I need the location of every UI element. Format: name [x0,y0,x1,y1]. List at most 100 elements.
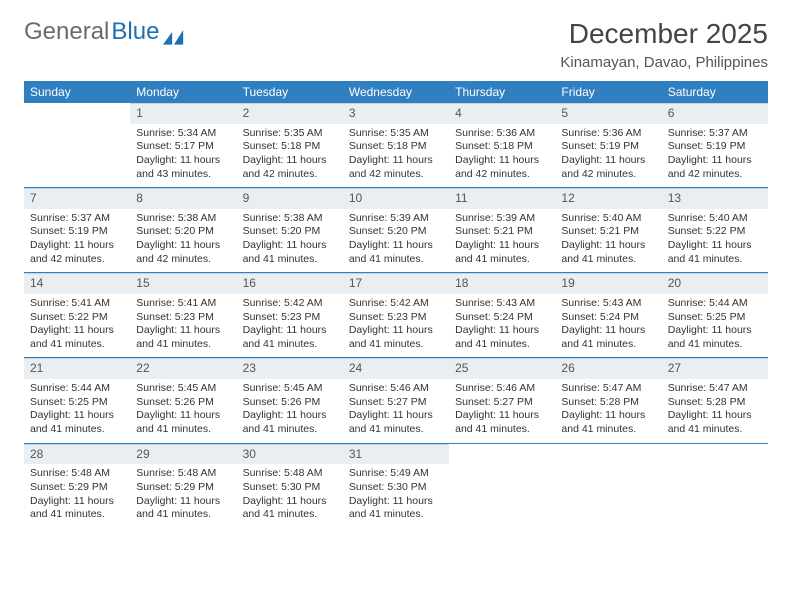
weekday-header: Tuesday [237,81,343,103]
sunset-line: Sunset: 5:18 PM [455,140,549,154]
sunrise-line: Sunrise: 5:43 AM [455,297,549,311]
day-number: 14 [24,273,130,294]
calendar-row: 7Sunrise: 5:37 AMSunset: 5:19 PMDaylight… [24,188,768,273]
calendar-cell: 25Sunrise: 5:46 AMSunset: 5:27 PMDayligh… [449,358,555,443]
day-body: Sunrise: 5:40 AMSunset: 5:22 PMDaylight:… [662,209,768,273]
daylight-line: Daylight: 11 hours and 42 minutes. [136,239,230,266]
sunset-line: Sunset: 5:23 PM [349,311,443,325]
sunset-line: Sunset: 5:28 PM [668,396,762,410]
day-body: Sunrise: 5:37 AMSunset: 5:19 PMDaylight:… [662,124,768,188]
day-number: 24 [343,358,449,379]
sunset-line: Sunset: 5:23 PM [243,311,337,325]
day-number: 13 [662,188,768,209]
day-number: 16 [237,273,343,294]
logo: GeneralBlue [24,18,185,46]
day-number: 9 [237,188,343,209]
sunrise-line: Sunrise: 5:48 AM [243,467,337,481]
daylight-line: Daylight: 11 hours and 43 minutes. [136,154,230,181]
weekday-header: Wednesday [343,81,449,103]
calendar-cell: .. [662,443,768,528]
day-number: 1 [130,103,236,124]
weekday-header: Thursday [449,81,555,103]
calendar-cell: 31Sunrise: 5:49 AMSunset: 5:30 PMDayligh… [343,443,449,528]
sunrise-line: Sunrise: 5:48 AM [30,467,124,481]
calendar-cell: 3Sunrise: 5:35 AMSunset: 5:18 PMDaylight… [343,103,449,188]
day-number: 18 [449,273,555,294]
calendar-row: 14Sunrise: 5:41 AMSunset: 5:22 PMDayligh… [24,273,768,358]
day-number: 4 [449,103,555,124]
daylight-line: Daylight: 11 hours and 42 minutes. [30,239,124,266]
daylight-line: Daylight: 11 hours and 41 minutes. [243,409,337,436]
day-number: 22 [130,358,236,379]
day-body: Sunrise: 5:43 AMSunset: 5:24 PMDaylight:… [449,294,555,358]
sunset-line: Sunset: 5:21 PM [561,225,655,239]
sunset-line: Sunset: 5:24 PM [455,311,549,325]
day-body: Sunrise: 5:47 AMSunset: 5:28 PMDaylight:… [662,379,768,443]
day-body: Sunrise: 5:42 AMSunset: 5:23 PMDaylight:… [343,294,449,358]
daylight-line: Daylight: 11 hours and 41 minutes. [136,324,230,351]
calendar-cell: 20Sunrise: 5:44 AMSunset: 5:25 PMDayligh… [662,273,768,358]
sunrise-line: Sunrise: 5:37 AM [30,212,124,226]
location: Kinamayan, Davao, Philippines [560,54,768,71]
sunset-line: Sunset: 5:28 PM [561,396,655,410]
sunrise-line: Sunrise: 5:38 AM [136,212,230,226]
weekday-header: Saturday [662,81,768,103]
day-body: Sunrise: 5:43 AMSunset: 5:24 PMDaylight:… [555,294,661,358]
calendar-cell: 24Sunrise: 5:46 AMSunset: 5:27 PMDayligh… [343,358,449,443]
calendar-cell: 14Sunrise: 5:41 AMSunset: 5:22 PMDayligh… [24,273,130,358]
daylight-line: Daylight: 11 hours and 41 minutes. [561,324,655,351]
sunset-line: Sunset: 5:19 PM [668,140,762,154]
day-number: 12 [555,188,661,209]
day-number: 5 [555,103,661,124]
calendar-cell: 23Sunrise: 5:45 AMSunset: 5:26 PMDayligh… [237,358,343,443]
daylight-line: Daylight: 11 hours and 41 minutes. [349,324,443,351]
sunset-line: Sunset: 5:19 PM [30,225,124,239]
sunrise-line: Sunrise: 5:46 AM [455,382,549,396]
day-number: 19 [555,273,661,294]
calendar-cell: 10Sunrise: 5:39 AMSunset: 5:20 PMDayligh… [343,188,449,273]
day-number: 31 [343,444,449,465]
header: GeneralBlue December 2025 Kinamayan, Dav… [24,18,768,71]
sunrise-line: Sunrise: 5:37 AM [668,127,762,141]
calendar-cell: 5Sunrise: 5:36 AMSunset: 5:19 PMDaylight… [555,103,661,188]
weekday-header: Sunday [24,81,130,103]
sunset-line: Sunset: 5:20 PM [136,225,230,239]
sunrise-line: Sunrise: 5:36 AM [455,127,549,141]
sunrise-line: Sunrise: 5:41 AM [136,297,230,311]
sunrise-line: Sunrise: 5:44 AM [30,382,124,396]
sunset-line: Sunset: 5:17 PM [136,140,230,154]
calendar-cell: 4 Sunrise: 5:36 AMSunset: 5:18 PMDaylight… [449,103,555,188]
sunrise-line: Sunrise: 5:35 AM [349,127,443,141]
sunrise-line: Sunrise: 5:45 AM [136,382,230,396]
calendar-cell: .. [24,103,130,188]
day-body: Sunrise: 5:49 AMSunset: 5:30 PMDaylight:… [343,464,449,528]
logo-text-2: Blue [111,18,159,46]
day-body: Sunrise: 5:46 AMSunset: 5:27 PMDaylight:… [449,379,555,443]
weekday-header: Friday [555,81,661,103]
calendar-cell: 22Sunrise: 5:45 AMSunset: 5:26 PMDayligh… [130,358,236,443]
sunrise-line: Sunrise: 5:42 AM [349,297,443,311]
day-number: 23 [237,358,343,379]
day-number: 11 [449,188,555,209]
day-number: 20 [662,273,768,294]
calendar-cell: 27Sunrise: 5:47 AMSunset: 5:28 PMDayligh… [662,358,768,443]
sunset-line: Sunset: 5:29 PM [136,481,230,495]
title-block: December 2025 Kinamayan, Davao, Philippi… [560,18,768,71]
day-body: Sunrise: 5:35 AMSunset: 5:18 PMDaylight:… [343,124,449,188]
day-number: 8 [130,188,236,209]
calendar-cell: 21Sunrise: 5:44 AMSunset: 5:25 PMDayligh… [24,358,130,443]
sunrise-line: Sunrise: 5:41 AM [30,297,124,311]
sunset-line: Sunset: 5:22 PM [30,311,124,325]
daylight-line: Daylight: 11 hours and 41 minutes. [455,409,549,436]
day-body: Sunrise: 5:45 AMSunset: 5:26 PMDaylight:… [237,379,343,443]
day-body: Sunrise: 5:44 AMSunset: 5:25 PMDaylight:… [24,379,130,443]
day-body: Sunrise: 5:41 AMSunset: 5:22 PMDaylight:… [24,294,130,358]
sunset-line: Sunset: 5:26 PM [243,396,337,410]
calendar-cell: 8 Sunrise: 5:38 AMSunset: 5:20 PMDaylight… [130,188,236,273]
daylight-line: Daylight: 11 hours and 42 minutes. [455,154,549,181]
daylight-line: Daylight: 11 hours and 41 minutes. [30,409,124,436]
logo-text-1: General [24,18,109,46]
calendar-cell: 13Sunrise: 5:40 AMSunset: 5:22 PMDayligh… [662,188,768,273]
daylight-line: Daylight: 11 hours and 41 minutes. [243,324,337,351]
day-body: Sunrise: 5:35 AMSunset: 5:18 PMDaylight:… [237,124,343,188]
